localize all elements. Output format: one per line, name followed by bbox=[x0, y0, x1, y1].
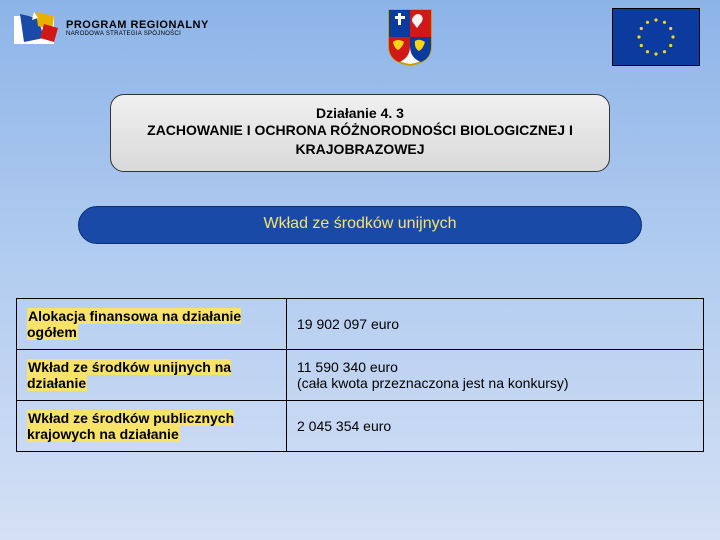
action-number: Działanie 4. 3 bbox=[127, 105, 593, 121]
row-label: Wkład ze środków unijnych na działanie bbox=[17, 349, 287, 400]
subtitle-text: Wkład ze środków unijnych bbox=[264, 215, 457, 232]
action-name: ZACHOWANIE I OCHRONA RÓŻNORODNOŚCI BIOLO… bbox=[127, 121, 593, 159]
program-text: PROGRAM REGIONALNY NARODOWA STRATEGIA SP… bbox=[66, 19, 209, 37]
row-value: 2 045 354 euro bbox=[287, 400, 704, 451]
table-row: Wkład ze środków unijnych na działanie 1… bbox=[17, 349, 704, 400]
row-value: 11 590 340 euro(cała kwota przeznaczona … bbox=[287, 349, 704, 400]
row-value: 19 902 097 euro bbox=[287, 298, 704, 349]
coat-of-arms-icon bbox=[387, 8, 433, 66]
row-label: Wkład ze środków publicznych krajowych n… bbox=[17, 400, 287, 451]
table-row: Alokacja finansowa na działanie ogółem 1… bbox=[17, 298, 704, 349]
action-title-box: Działanie 4. 3 ZACHOWANIE I OCHRONA RÓŻN… bbox=[110, 94, 610, 172]
program-title: PROGRAM REGIONALNY bbox=[66, 19, 209, 31]
eu-flag-icon bbox=[612, 8, 700, 66]
program-regional-icon bbox=[14, 8, 58, 48]
header-bar: PROGRAM REGIONALNY NARODOWA STRATEGIA SP… bbox=[0, 0, 720, 70]
table-row: Wkład ze środków publicznych krajowych n… bbox=[17, 400, 704, 451]
row-label: Alokacja finansowa na działanie ogółem bbox=[17, 298, 287, 349]
funding-table: Alokacja finansowa na działanie ogółem 1… bbox=[16, 298, 704, 452]
program-logo-block: PROGRAM REGIONALNY NARODOWA STRATEGIA SP… bbox=[14, 8, 209, 48]
subtitle-pill: Wkład ze środków unijnych bbox=[78, 206, 642, 244]
program-subtitle: NARODOWA STRATEGIA SPÓJNOŚCI bbox=[66, 31, 209, 37]
